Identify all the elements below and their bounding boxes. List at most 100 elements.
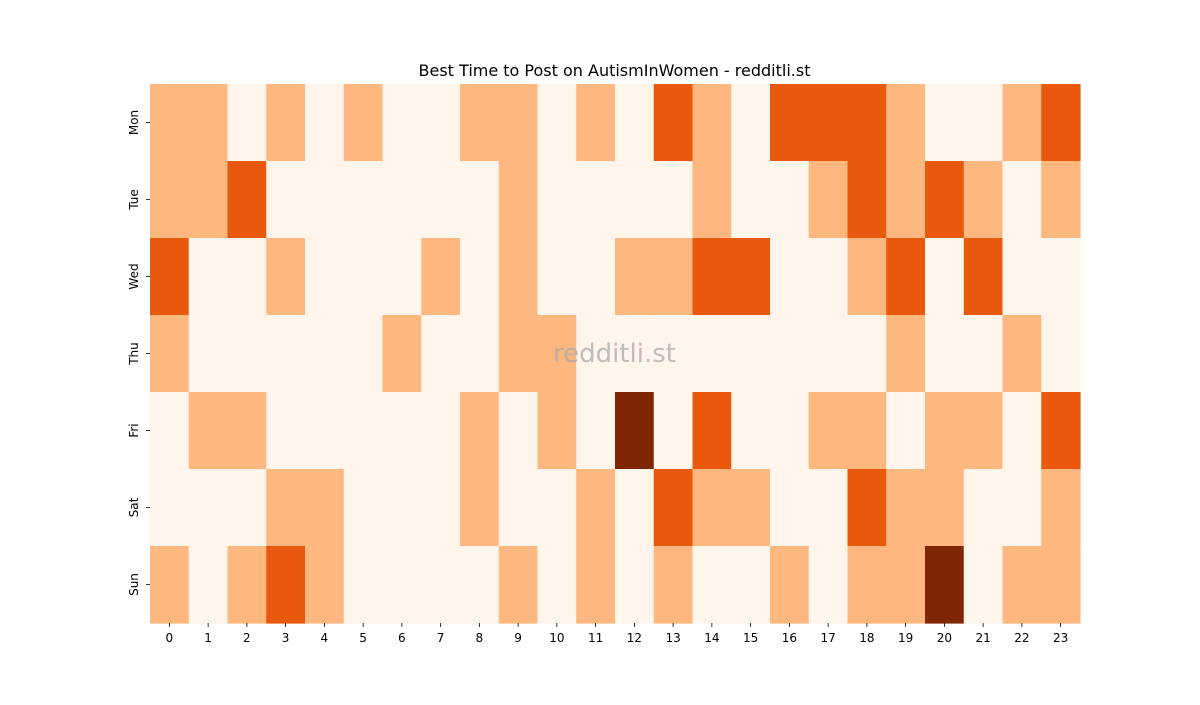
x-tick-label: 22 xyxy=(1014,631,1029,645)
heatmap-cell-tue-12 xyxy=(615,161,655,239)
x-tick-label: 7 xyxy=(437,631,445,645)
heatmap-cell-tue-17 xyxy=(808,161,849,239)
heatmap-cell-mon-17 xyxy=(808,84,849,162)
heatmap-cell-sat-6 xyxy=(382,469,422,547)
heatmap-cell-fri-8 xyxy=(460,392,500,470)
heatmap-cell-wed-10 xyxy=(537,238,577,316)
heatmap-cell-fri-6 xyxy=(382,392,422,470)
heatmap-cell-thu-21 xyxy=(963,315,1004,393)
heatmap-cell-mon-6 xyxy=(382,84,422,162)
heatmap-cell-sun-12 xyxy=(615,546,655,624)
x-tick-label: 14 xyxy=(704,631,719,645)
heatmap-cell-fri-20 xyxy=(925,392,965,470)
heatmap-cell-mon-18 xyxy=(847,84,887,162)
heatmap-cell-mon-19 xyxy=(886,84,926,162)
heatmap-cell-thu-12 xyxy=(615,315,655,393)
heatmap-cell-wed-0 xyxy=(150,238,190,316)
heatmap-cell-tue-21 xyxy=(963,161,1004,239)
heatmap-cell-thu-3 xyxy=(266,315,306,393)
heatmap-cell-sat-23 xyxy=(1041,469,1081,547)
heatmap-cell-wed-19 xyxy=(886,238,926,316)
heatmap-cell-wed-9 xyxy=(498,238,539,316)
heatmap-cell-fri-11 xyxy=(576,392,616,470)
heatmap-cell-mon-3 xyxy=(266,84,306,162)
heatmap-cell-fri-22 xyxy=(1002,392,1042,470)
heatmap-cell-mon-8 xyxy=(460,84,500,162)
x-tick-label: 19 xyxy=(898,631,913,645)
heatmap-cell-tue-6 xyxy=(382,161,422,239)
x-tick-label: 20 xyxy=(937,631,952,645)
heatmap-cell-thu-15 xyxy=(731,315,771,393)
heatmap-cell-mon-22 xyxy=(1002,84,1042,162)
x-tick-label: 9 xyxy=(514,631,522,645)
x-tick-label: 18 xyxy=(859,631,874,645)
heatmap-cell-fri-19 xyxy=(886,392,926,470)
heatmap-cell-fri-16 xyxy=(770,392,810,470)
chart-title: Best Time to Post on AutismInWomen - red… xyxy=(419,61,811,80)
heatmap-cell-tue-13 xyxy=(653,161,694,239)
heatmap-cell-sat-18 xyxy=(847,469,887,547)
heatmap-cell-fri-5 xyxy=(343,392,384,470)
heatmap-cell-sat-22 xyxy=(1002,469,1042,547)
heatmap-cell-tue-14 xyxy=(692,161,732,239)
x-tick-label: 23 xyxy=(1053,631,1068,645)
heatmap-cell-tue-1 xyxy=(188,161,229,239)
heatmap-cell-mon-2 xyxy=(227,84,267,162)
x-tick-label: 5 xyxy=(359,631,367,645)
x-tick-label: 3 xyxy=(282,631,290,645)
heatmap-cell-tue-22 xyxy=(1002,161,1042,239)
heatmap-cell-wed-11 xyxy=(576,238,616,316)
y-tick-label: Thu xyxy=(127,342,141,366)
heatmap-cell-mon-7 xyxy=(421,84,461,162)
x-tick-label: 16 xyxy=(782,631,797,645)
heatmap-cell-tue-16 xyxy=(770,161,810,239)
heatmap-cell-sun-18 xyxy=(847,546,887,624)
heatmap-cell-wed-22 xyxy=(1002,238,1042,316)
heatmap-cell-thu-8 xyxy=(460,315,500,393)
heatmap-cell-tue-9 xyxy=(498,161,539,239)
heatmap-cell-sun-20 xyxy=(925,546,965,624)
heatmap-cell-sat-17 xyxy=(808,469,849,547)
heatmap-cell-mon-11 xyxy=(576,84,616,162)
heatmap-cell-sun-6 xyxy=(382,546,422,624)
heatmap-cell-sat-16 xyxy=(770,469,810,547)
heatmap-cell-tue-4 xyxy=(305,161,345,239)
heatmap-cell-sun-0 xyxy=(150,546,190,624)
heatmap-cell-sun-1 xyxy=(188,546,229,624)
heatmap-cell-tue-3 xyxy=(266,161,306,239)
heatmap-cell-sat-4 xyxy=(305,469,345,547)
heatmap-cell-fri-7 xyxy=(421,392,461,470)
heatmap-cell-thu-5 xyxy=(343,315,384,393)
heatmap-cell-thu-16 xyxy=(770,315,810,393)
heatmap-cell-tue-11 xyxy=(576,161,616,239)
heatmap-cell-sat-10 xyxy=(537,469,577,547)
heatmap-cell-tue-0 xyxy=(150,161,190,239)
heatmap-cell-sun-19 xyxy=(886,546,926,624)
heatmap-cell-wed-21 xyxy=(963,238,1004,316)
x-tick-label: 11 xyxy=(588,631,603,645)
heatmap-cell-sat-9 xyxy=(498,469,539,547)
heatmap-cell-wed-3 xyxy=(266,238,306,316)
heatmap-cell-sun-2 xyxy=(227,546,267,624)
heatmap-cell-sat-14 xyxy=(692,469,732,547)
heatmap-cell-sat-0 xyxy=(150,469,190,547)
heatmap-cell-sun-15 xyxy=(731,546,771,624)
heatmap-cell-wed-5 xyxy=(343,238,384,316)
heatmap-cell-tue-18 xyxy=(847,161,887,239)
heatmap-cell-wed-1 xyxy=(188,238,229,316)
heatmap-cell-thu-19 xyxy=(886,315,926,393)
heatmap-cell-sat-13 xyxy=(653,469,694,547)
heatmap-cell-sun-13 xyxy=(653,546,694,624)
heatmap-cell-wed-12 xyxy=(615,238,655,316)
heatmap-cell-sun-8 xyxy=(460,546,500,624)
heatmap-cell-sun-17 xyxy=(808,546,849,624)
heatmap-cell-sat-21 xyxy=(963,469,1004,547)
heatmap-cell-mon-14 xyxy=(692,84,732,162)
heatmap-cell-thu-23 xyxy=(1041,315,1081,393)
heatmap-cell-fri-1 xyxy=(188,392,229,470)
heatmap-cell-wed-16 xyxy=(770,238,810,316)
heatmap-cell-tue-15 xyxy=(731,161,771,239)
heatmap-cell-mon-9 xyxy=(498,84,539,162)
x-tick-label: 0 xyxy=(166,631,174,645)
heatmap-cell-sun-11 xyxy=(576,546,616,624)
